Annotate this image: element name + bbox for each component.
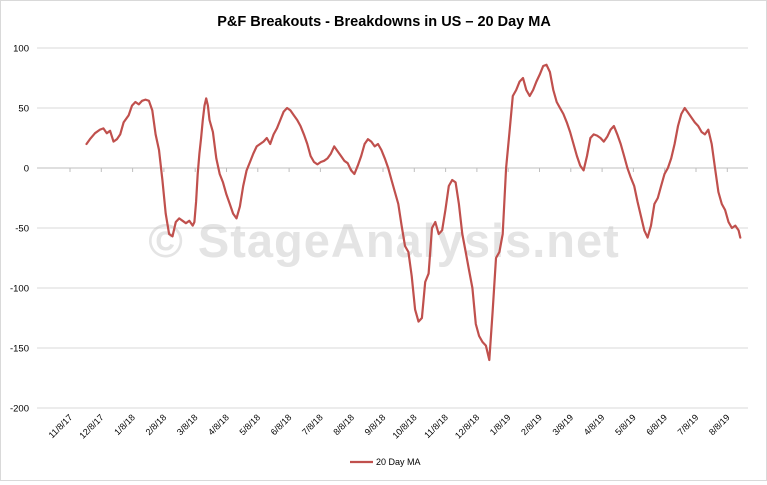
- y-tick-label: -200: [10, 404, 29, 415]
- y-axis-tick-labels: 100 50 0 -50 -100 -150 -200: [10, 44, 29, 415]
- legend: 20 Day MA: [350, 457, 421, 467]
- x-tick-label: 9/8/18: [363, 412, 388, 437]
- x-tick-label: 2/8/18: [144, 412, 169, 437]
- x-tick-label: 7/8/19: [676, 412, 701, 437]
- x-tick-label: 3/8/18: [175, 412, 200, 437]
- legend-label: 20 Day MA: [376, 457, 421, 467]
- gridlines: [37, 47, 748, 409]
- x-tick-label: 12/8/18: [453, 412, 481, 440]
- x-axis: [69, 168, 728, 172]
- y-tick-label: 50: [18, 104, 29, 115]
- watermark-text: © StageAnalysis.net: [148, 214, 620, 267]
- series-group: [85, 63, 742, 362]
- x-tick-label: 5/8/18: [237, 412, 262, 437]
- x-tick-label: 4/8/18: [206, 412, 231, 437]
- y-tick-label: -50: [15, 224, 29, 235]
- x-tick-label: 2/8/19: [519, 412, 544, 437]
- x-tick-label: 8/8/19: [707, 412, 732, 437]
- x-tick-label: 7/8/18: [300, 412, 325, 437]
- x-tick-label: 6/8/18: [269, 412, 294, 437]
- x-tick-label: 11/8/18: [422, 412, 450, 440]
- x-tick-label: 6/8/19: [644, 412, 669, 437]
- x-tick-label: 3/8/19: [550, 412, 575, 437]
- x-axis-tick-labels: 11/8/17 12/8/17 1/8/18 2/8/18 3/8/18 4/8/18 5/…: [47, 412, 732, 440]
- y-tick-label: 100: [13, 44, 29, 55]
- y-tick-label: -100: [10, 284, 29, 295]
- series-line-20-day-ma: [85, 63, 742, 362]
- x-tick-label: 4/8/19: [582, 412, 607, 437]
- chart-title: P&F Breakouts - Breakdowns in US – 20 Da…: [217, 14, 551, 30]
- x-tick-label: 8/8/18: [331, 412, 356, 437]
- x-tick-label: 11/8/17: [47, 412, 75, 440]
- y-tick-label: 0: [24, 164, 29, 175]
- x-tick-label: 1/8/19: [488, 412, 513, 437]
- x-tick-label: 1/8/18: [112, 412, 137, 437]
- x-tick-label: 5/8/19: [613, 412, 638, 437]
- x-tick-label: 12/8/17: [77, 412, 105, 440]
- x-tick-label: 10/8/18: [390, 412, 418, 440]
- y-tick-label: -150: [10, 344, 29, 355]
